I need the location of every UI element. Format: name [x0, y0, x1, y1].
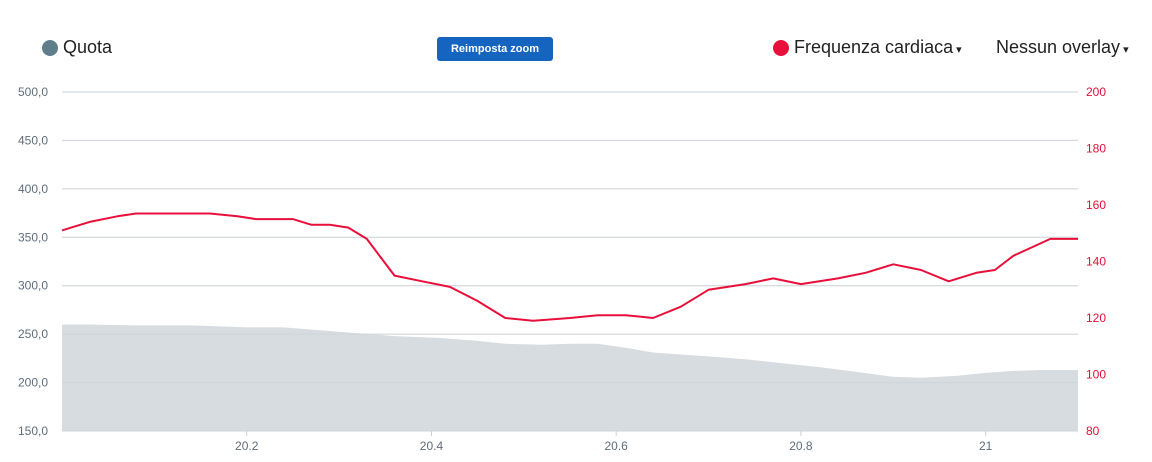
y-left-tick-label: 150,0 [18, 424, 48, 438]
heart-rate-line [61, 212, 1078, 322]
y-right-tick-label: 120 [1086, 311, 1106, 325]
y-left-tick-label: 450,0 [18, 133, 48, 147]
caret-down-icon: ▾ [1123, 43, 1129, 56]
y-left-tick-label: 400,0 [18, 182, 48, 196]
y-right-tick-label: 80 [1086, 424, 1100, 438]
y-left-tick-label: 200,0 [18, 376, 48, 390]
heart-rate-line-layer [61, 212, 1078, 322]
x-tick-label: 20.6 [605, 439, 629, 453]
x-tick-label: 20.8 [789, 439, 813, 453]
x-tick-label: 20.2 [235, 439, 259, 453]
caret-down-icon: ▾ [956, 43, 962, 56]
legend-item-quota[interactable]: Quota [42, 37, 112, 58]
y-left-tick-label: 300,0 [18, 279, 48, 293]
overlay-dropdown[interactable]: Nessun overlay ▾ [996, 37, 1129, 58]
elevation-area-layer [62, 91, 1078, 432]
elevation-area [62, 324, 1078, 431]
y-right-tick-label: 160 [1086, 198, 1106, 212]
quota-legend-dot-icon [42, 39, 58, 56]
y-right-tick-label: 140 [1086, 255, 1106, 269]
axes-layer: 500,0 450,0 400,0 350,0 300,0 250,0 200,0 150,0… [18, 85, 1106, 453]
y-left-tick-label: 350,0 [18, 230, 48, 244]
legend-label-heart-rate: Frequenza cardiaca [794, 37, 954, 57]
y-right-tick-label: 200 [1086, 85, 1106, 99]
y-right-tick-label: 100 [1086, 368, 1106, 382]
y-left-tick-label: 250,0 [18, 327, 48, 341]
heart-rate-legend-dot-icon [773, 39, 789, 56]
y-right-tick-label: 180 [1086, 142, 1106, 156]
y-left-tick-label: 500,0 [18, 85, 48, 99]
heart-rate-dropdown[interactable]: Frequenza cardiaca ▾ [773, 37, 962, 58]
x-tick-label: 21 [979, 439, 993, 453]
overlay-label: Nessun overlay [996, 37, 1121, 57]
reset-zoom-button[interactable]: Reimposta zoom [437, 37, 553, 61]
x-tick-label: 20.4 [420, 439, 444, 453]
legend-label-quota: Quota [63, 37, 113, 57]
